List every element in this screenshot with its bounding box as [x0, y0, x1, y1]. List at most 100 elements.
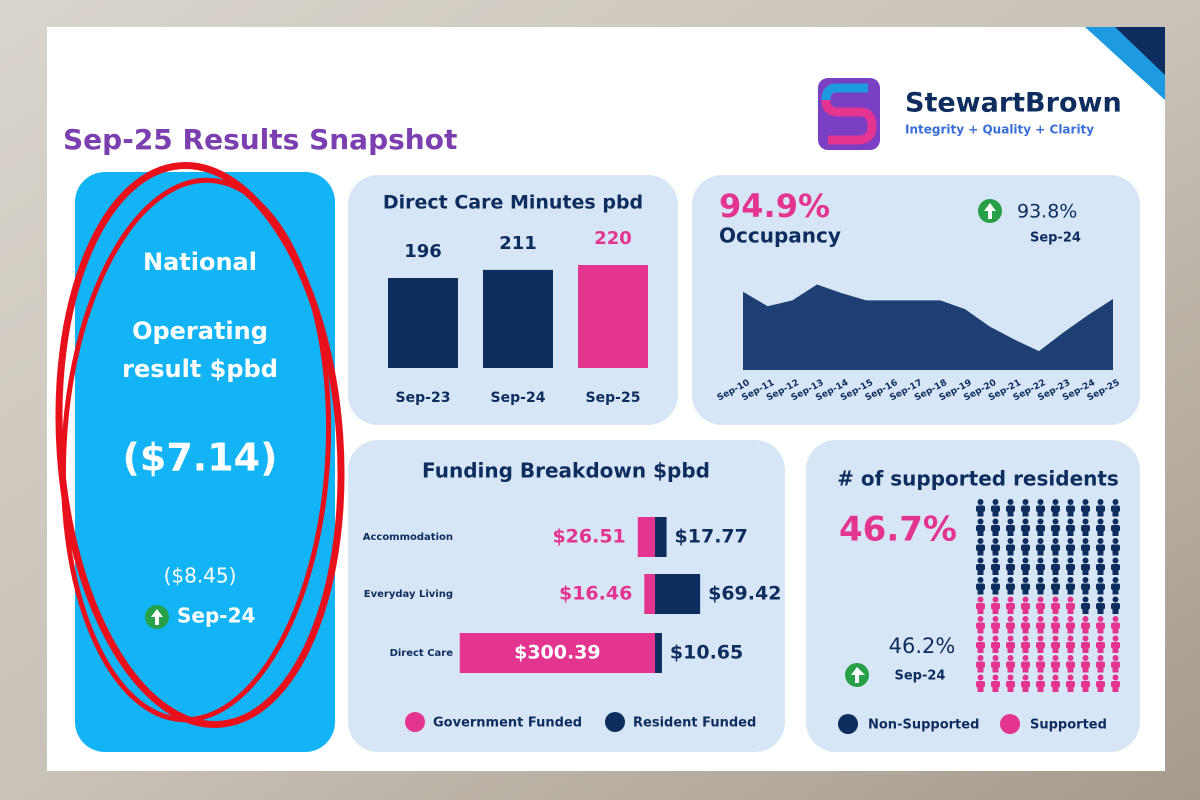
page-title: Sep-25 Results Snapshot [63, 123, 457, 156]
icon-legs [1037, 628, 1044, 634]
comparison-value: 93.8% [1017, 201, 1077, 223]
icon-legs [1097, 608, 1104, 614]
up-arrow-icon [145, 605, 169, 629]
icon-legs [977, 589, 984, 595]
icon-body [1081, 583, 1090, 590]
person-icon [1111, 538, 1120, 556]
icon-body [1096, 622, 1105, 629]
person-icon [1096, 557, 1105, 575]
icon-head [1067, 635, 1074, 642]
value-label: $26.51 [552, 526, 625, 548]
charts: Direct Care Minutes pbd 196 Sep-23 211 Sep-2… [363, 187, 1122, 734]
icon-head [977, 635, 984, 642]
icon-head [1082, 596, 1089, 603]
person-icon [1051, 538, 1060, 556]
icon-legs [1112, 647, 1119, 653]
person-icon [991, 557, 1000, 575]
person-icon [1036, 518, 1045, 536]
icon-body [1111, 505, 1120, 512]
x-tick-label: Sep-25 [586, 390, 641, 406]
icon-head [1112, 499, 1119, 505]
icon-legs [1067, 628, 1074, 634]
icon-legs [1007, 667, 1014, 673]
person-icon [1006, 674, 1015, 692]
icon-legs [1097, 511, 1104, 517]
icon-legs [1052, 686, 1059, 692]
icon-legs [1082, 530, 1089, 536]
icon-legs [992, 628, 999, 634]
icon-body [991, 622, 1000, 629]
value-label: $300.39 [514, 642, 601, 664]
person-icon [991, 674, 1000, 692]
icon-legs [1022, 608, 1029, 614]
icon-body [1006, 622, 1015, 629]
icon-head [1037, 616, 1044, 622]
icon-body [1066, 661, 1075, 668]
bar-segment [637, 517, 655, 557]
icon-legs [1097, 569, 1104, 575]
chart-title: Funding Breakdown $pbd [422, 459, 710, 483]
corner-accent [1115, 27, 1165, 75]
icon-head [1112, 655, 1119, 661]
icon-legs [1112, 569, 1119, 575]
bar-segment [459, 633, 655, 673]
icon-head [1082, 655, 1089, 661]
person-icon [1081, 596, 1090, 614]
brand-tagline: Integrity + Quality + Clarity [905, 123, 1094, 137]
person-icon [976, 655, 985, 673]
icon-head [1052, 538, 1059, 544]
icon-head [1052, 596, 1059, 603]
icon-body [1096, 564, 1105, 571]
person-icon [1066, 518, 1075, 536]
up-arrow-icon [845, 663, 869, 687]
bar [388, 278, 458, 368]
icon-legs [1052, 608, 1059, 614]
value-label: $16.46 [559, 583, 632, 605]
icon-body [1081, 661, 1090, 668]
person-icon [1036, 655, 1045, 673]
person-icon [1081, 616, 1090, 634]
icon-head [1037, 655, 1044, 661]
bar-segment [655, 574, 701, 614]
icon-legs [1052, 628, 1059, 634]
icon-legs [1037, 608, 1044, 614]
person-icon [991, 596, 1000, 614]
icon-body [991, 564, 1000, 571]
icon-body [1111, 661, 1120, 668]
icon-legs [992, 589, 999, 595]
icon-head [1067, 577, 1074, 583]
icon-body [991, 642, 1000, 649]
icon-body [1111, 642, 1120, 649]
icon-legs [1052, 530, 1059, 536]
icon-legs [977, 569, 984, 575]
icon-head [1082, 577, 1089, 583]
person-icon [1021, 674, 1030, 692]
icon-body [1036, 661, 1045, 668]
person-icon [1021, 538, 1030, 556]
icon-body [976, 544, 985, 551]
icon-legs [1082, 569, 1089, 575]
person-icon [1021, 596, 1030, 614]
icon-head [1097, 577, 1104, 583]
icon-head [1112, 538, 1119, 544]
person-icon [1006, 655, 1015, 673]
legend-label: Non-Supported [868, 718, 979, 733]
icon-head [1052, 499, 1059, 505]
icon-body [1066, 544, 1075, 551]
icon-head [977, 518, 984, 525]
icon-body [1081, 544, 1090, 551]
icon-legs [992, 608, 999, 614]
icon-head [977, 616, 984, 622]
person-icon [1051, 674, 1060, 692]
icon-head [992, 499, 999, 505]
icon-body [1006, 544, 1015, 551]
person-icon [1111, 577, 1120, 595]
headline-value: 46.7% [839, 510, 957, 550]
non-supported-icons [976, 499, 1120, 614]
icon-legs [1082, 628, 1089, 634]
icon-body [1066, 681, 1075, 688]
icon-body [991, 544, 1000, 551]
icon-legs [1037, 530, 1044, 536]
icon-head [1052, 616, 1059, 622]
category-label: Direct Care [390, 648, 454, 659]
